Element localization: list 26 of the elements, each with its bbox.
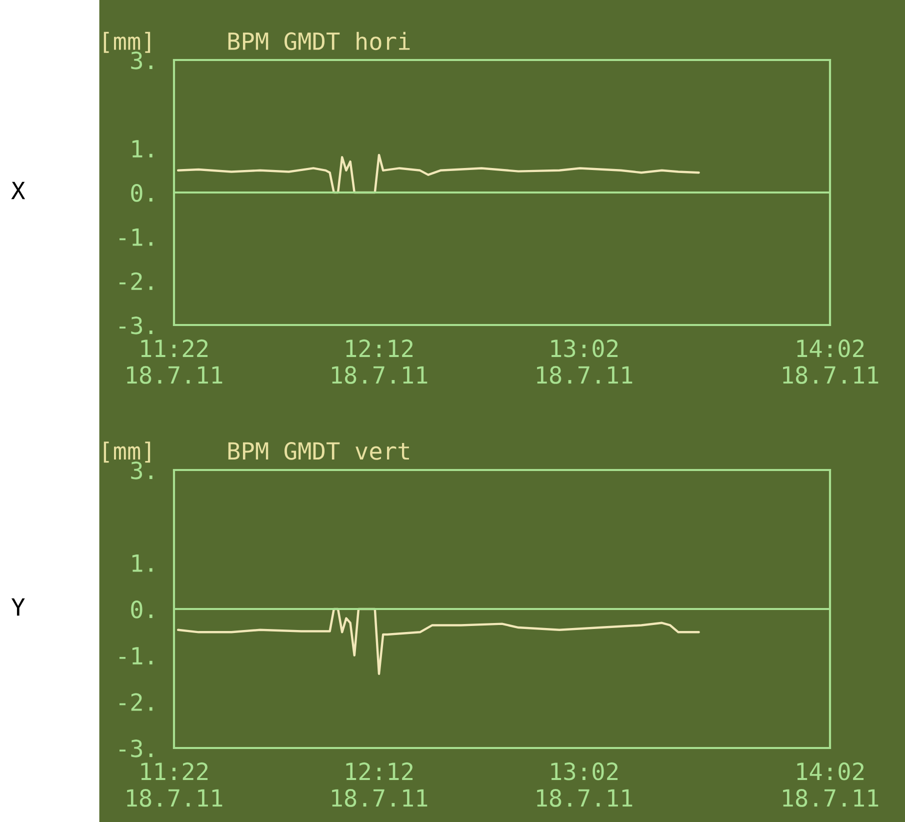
y-tick-label: 0. <box>131 600 152 618</box>
x-tick-label: 11:22 18.7.11 <box>127 762 222 807</box>
y-tick-label: -1. <box>119 228 152 246</box>
y-tick-label: -2. <box>119 693 152 711</box>
x-tick-label: 14:02 18.7.11 <box>783 762 878 807</box>
y-tick-label: -3. <box>119 740 152 758</box>
y-axis-title: Y <box>11 598 25 616</box>
x-tick-label: 14:02 18.7.11 <box>783 339 878 384</box>
text: [mm] <box>104 442 150 463</box>
y-axis-title: X <box>11 182 26 200</box>
y-tick-label: 3. <box>131 52 152 70</box>
y-tick-label: -1. <box>119 647 152 664</box>
y-tick-label: -3. <box>119 316 152 334</box>
x-tick-label: 13:02 18.7.11 <box>537 762 632 807</box>
chart-title: BPM GMDT vert <box>228 442 409 460</box>
y-tick-label: 1. <box>132 140 152 158</box>
y-tick-label: 1. <box>132 554 152 572</box>
y-tick-label: -2. <box>119 272 152 290</box>
chart-title: BPM GMDT hori <box>228 32 410 50</box>
x-tick-label: 13:02 18.7.11 <box>537 339 632 384</box>
text: [mm] <box>104 32 150 53</box>
y-tick-label: 0. <box>131 184 152 202</box>
x-tick-label: 12:12 18.7.11 <box>332 339 428 384</box>
x-tick-label: 12:12 18.7.11 <box>332 762 428 807</box>
y-tick-label: 3. <box>131 462 152 480</box>
x-tick-label: 11:22 18.7.11 <box>127 339 222 384</box>
